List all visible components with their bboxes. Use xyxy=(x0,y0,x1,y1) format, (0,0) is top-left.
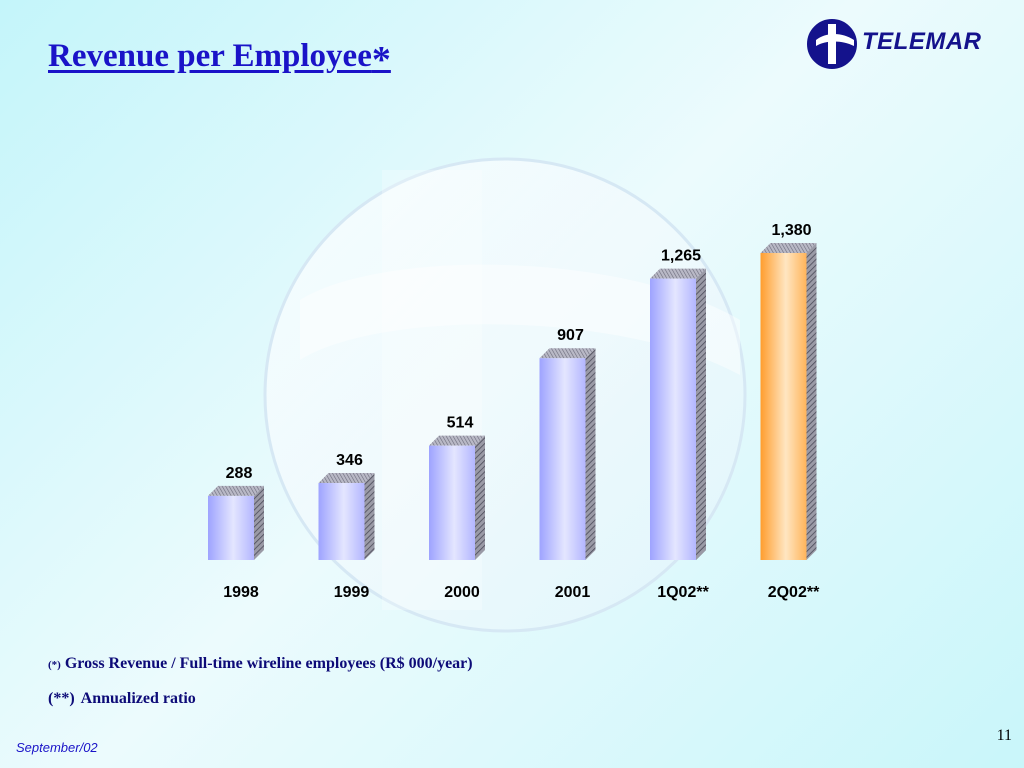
bars-layer xyxy=(208,243,817,560)
value-label: 907 xyxy=(557,327,584,344)
bar-top-face xyxy=(429,435,485,446)
bar-top-face xyxy=(318,473,375,484)
slide-title: Revenue per Employee* xyxy=(48,38,391,82)
title-footnote-marker: * xyxy=(371,39,391,81)
value-label: 1,380 xyxy=(771,222,811,239)
footnote-text: Annualized ratio xyxy=(80,690,196,707)
bar-front-face xyxy=(429,445,475,560)
logo-wordmark: TELEMAR xyxy=(862,28,982,55)
category-label: 1Q02** xyxy=(657,584,709,601)
footer-date: September/02 xyxy=(16,740,98,755)
bar-top-face xyxy=(539,348,596,359)
bar-side-face xyxy=(475,435,485,560)
category-label: 2000 xyxy=(444,584,480,601)
category-labels-layer: 1998 1999 2000 2001 1Q02** 2Q02** xyxy=(223,584,820,601)
bar-front-face xyxy=(650,278,696,560)
bar-1999 xyxy=(318,473,375,560)
bar-2q02 xyxy=(760,243,817,560)
value-label: 288 xyxy=(226,465,253,482)
category-label: 2001 xyxy=(555,584,591,601)
bar-2000 xyxy=(429,435,485,560)
category-label: 2Q02** xyxy=(768,584,820,601)
title-text: Revenue per Employee xyxy=(48,38,372,74)
bar-top-face xyxy=(208,485,264,496)
page-number: 11 xyxy=(996,727,1012,744)
bar-top-face xyxy=(650,268,706,279)
category-label: 1998 xyxy=(223,584,259,601)
category-label: 1999 xyxy=(334,584,370,601)
value-label: 346 xyxy=(336,452,363,469)
bar-side-face xyxy=(696,268,706,560)
bar-front-face xyxy=(318,483,365,560)
bar-side-face xyxy=(806,243,817,560)
bar-front-face xyxy=(539,358,586,560)
footnote-marker: (*) xyxy=(48,659,61,671)
globe-watermark xyxy=(263,157,747,633)
footnote-marker: (**) xyxy=(48,690,75,707)
bar-front-face xyxy=(760,253,807,560)
value-label: 1,265 xyxy=(661,248,701,265)
bar-front-face xyxy=(208,495,254,560)
footnote-gross-revenue: (*) Gross Revenue / Full-time wireline e… xyxy=(48,655,473,673)
value-label: 514 xyxy=(447,415,474,432)
telemar-globe-icon xyxy=(807,19,857,69)
telemar-logo xyxy=(807,19,857,69)
bar-side-face xyxy=(364,473,375,560)
bar-1998 xyxy=(208,485,264,560)
footnote-text: Gross Revenue / Full-time wireline emplo… xyxy=(64,655,473,672)
value-labels-layer: 288 346 514 907 1,265 1,380 xyxy=(226,222,812,482)
bar-side-face xyxy=(585,348,596,560)
bar-side-face xyxy=(254,485,264,560)
bar-1q02 xyxy=(650,268,706,560)
footnote-annualized: (**) Annualized ratio xyxy=(48,690,196,708)
bar-2001 xyxy=(539,348,596,560)
bar-top-face xyxy=(760,243,817,253)
